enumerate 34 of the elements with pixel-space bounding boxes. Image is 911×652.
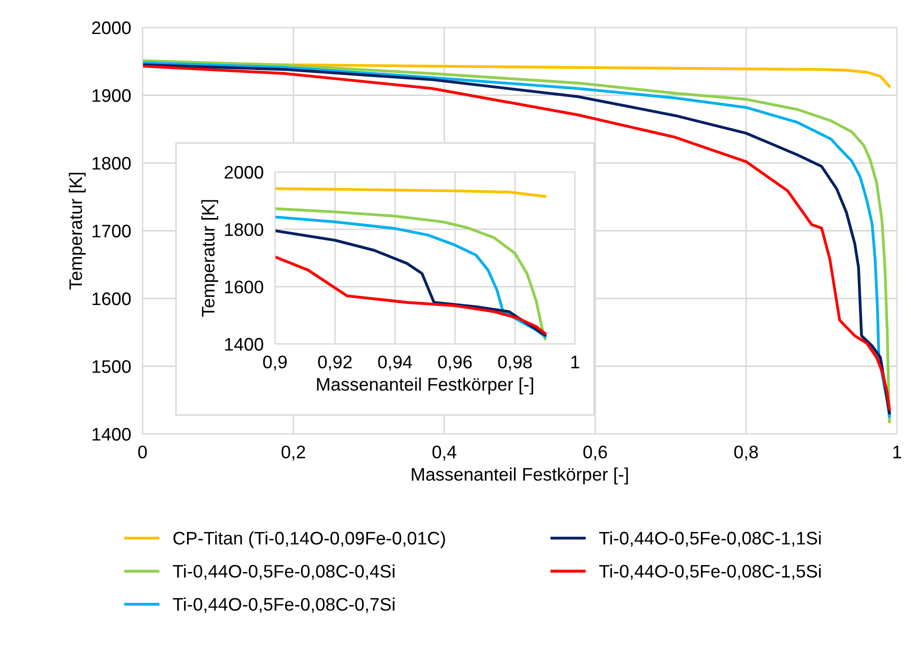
x-tick-label: 0,9 xyxy=(263,356,287,371)
legend-label: Ti-0,44O-0,5Fe-0,08C-0,7Si xyxy=(172,597,394,613)
y-tick-label: 1800 xyxy=(225,223,264,236)
x-tick-label: 0,94 xyxy=(378,356,412,371)
legend-label: Ti-0,44O-0,5Fe-0,08C-1,1Si xyxy=(599,531,821,547)
y-tick-label: 2000 xyxy=(92,21,131,34)
legend-label: Ti-0,44O-0,5Fe-0,08C-1,5Si xyxy=(599,564,821,580)
line-series xyxy=(275,187,546,198)
x-tick-label: 0 xyxy=(138,446,147,458)
x-tick-label: 0,96 xyxy=(438,356,472,371)
x-tick-label: 0,2 xyxy=(282,446,306,461)
line-series xyxy=(275,255,546,335)
x-tick-label: 0,8 xyxy=(734,446,758,461)
x-tick-label: 0,6 xyxy=(583,446,607,461)
legend-label: Ti-0,44O-0,5Fe-0,08C-0,4Si xyxy=(172,564,394,580)
x-tick-label: 1 xyxy=(571,356,580,368)
y-tick-label: 1400 xyxy=(92,428,131,441)
x-axis-title: Massenanteil Festkörper [-] xyxy=(317,378,534,394)
y-tick-label: 1600 xyxy=(92,292,131,306)
y-tick-label: 1900 xyxy=(92,89,131,102)
y-axis-title: Temperatur [K] xyxy=(201,200,218,317)
legend-label: CP-Titan (Ti-0,14O-0,09Fe-0,01C) xyxy=(173,531,445,548)
y-tick-label: 1500 xyxy=(92,360,131,373)
x-tick-label: 0,4 xyxy=(432,446,456,461)
y-tick-label: 1800 xyxy=(92,156,131,170)
x-tick-label: 0,98 xyxy=(498,356,532,371)
y-tick-label: 2000 xyxy=(224,166,264,179)
y-tick-label: 1700 xyxy=(92,224,131,238)
x-axis-title: Massenanteil Festkörper [-] xyxy=(412,468,628,484)
y-tick-label: 1400 xyxy=(225,338,264,351)
y-tick-label: 1600 xyxy=(225,280,264,294)
x-tick-label: 0,92 xyxy=(318,356,352,371)
y-axis-title: Temperatur [K] xyxy=(68,172,86,290)
x-tick-label: 1 xyxy=(893,446,902,458)
